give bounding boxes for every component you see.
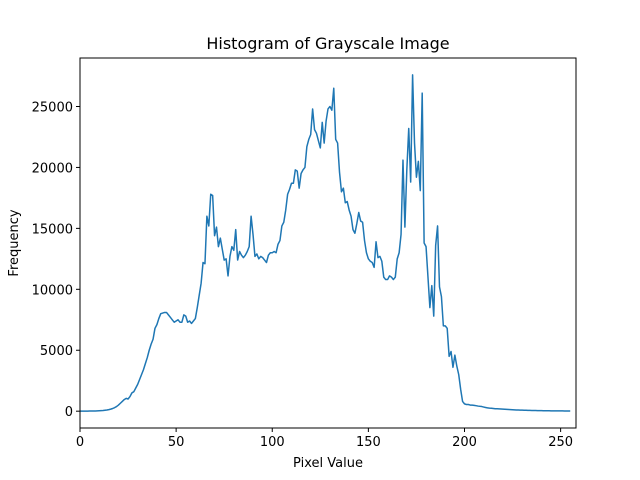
- y-tick-label: 0: [65, 405, 73, 420]
- x-tick-label: 200: [452, 435, 477, 450]
- x-tick-label: 250: [548, 435, 573, 450]
- y-tick-label: 20000: [32, 161, 73, 176]
- y-tick-label: 25000: [32, 101, 73, 116]
- x-tick-label: 50: [168, 435, 185, 450]
- y-tick-label: 10000: [32, 283, 73, 298]
- data-line: [80, 74, 571, 412]
- y-axis-label: Frequency: [7, 209, 22, 276]
- axes-frame: [79, 57, 577, 429]
- x-tick-label: 150: [356, 435, 381, 450]
- x-tick-label: 0: [76, 435, 84, 450]
- chart-title: Histogram of Grayscale Image: [206, 34, 449, 53]
- y-tick-label: 15000: [32, 222, 73, 237]
- y-tick-label: 5000: [40, 344, 73, 359]
- x-axis-label: Pixel Value: [293, 456, 363, 471]
- x-tick-label: 100: [260, 435, 285, 450]
